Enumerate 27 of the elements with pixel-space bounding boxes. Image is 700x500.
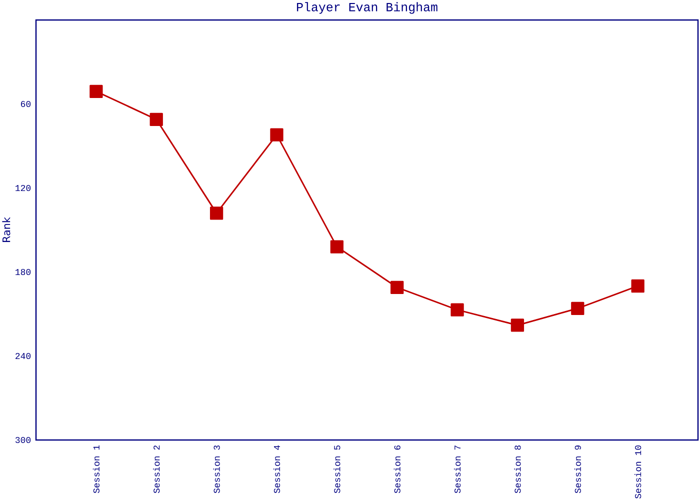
x-tick-label: Session 4 bbox=[273, 445, 280, 494]
x-tick-label: Session 3 bbox=[213, 445, 220, 494]
point bbox=[571, 302, 584, 315]
x-tick-label: Session 10 bbox=[634, 445, 642, 499]
x-tick-label: Session 7 bbox=[454, 446, 461, 494]
y-tick-label: 180 bbox=[16, 268, 31, 276]
point bbox=[390, 280, 404, 294]
point bbox=[510, 318, 524, 332]
point bbox=[330, 240, 344, 254]
x-tick-label: Session 2 bbox=[153, 446, 160, 494]
point bbox=[450, 303, 464, 316]
point bbox=[210, 206, 224, 220]
y-tick-label: 120 bbox=[16, 184, 31, 192]
y-tick-label: 240 bbox=[16, 352, 31, 360]
y-tick-label: 60 bbox=[20, 100, 31, 108]
y-tick-label: 300 bbox=[15, 436, 31, 444]
x-tick-label: Session 6 bbox=[394, 445, 400, 494]
point bbox=[631, 279, 644, 293]
x-tick-label: Session 8 bbox=[514, 446, 521, 494]
chart-title: Player Evan Bingham bbox=[296, 2, 438, 14]
x-tick-label: Session 1 bbox=[92, 445, 100, 494]
y-axis-title: Rank bbox=[2, 217, 10, 242]
point bbox=[90, 84, 103, 98]
point bbox=[270, 128, 284, 142]
x-tick-label: Session 5 bbox=[334, 445, 340, 494]
x-tick-label: Session 9 bbox=[574, 446, 581, 494]
point bbox=[150, 112, 163, 126]
